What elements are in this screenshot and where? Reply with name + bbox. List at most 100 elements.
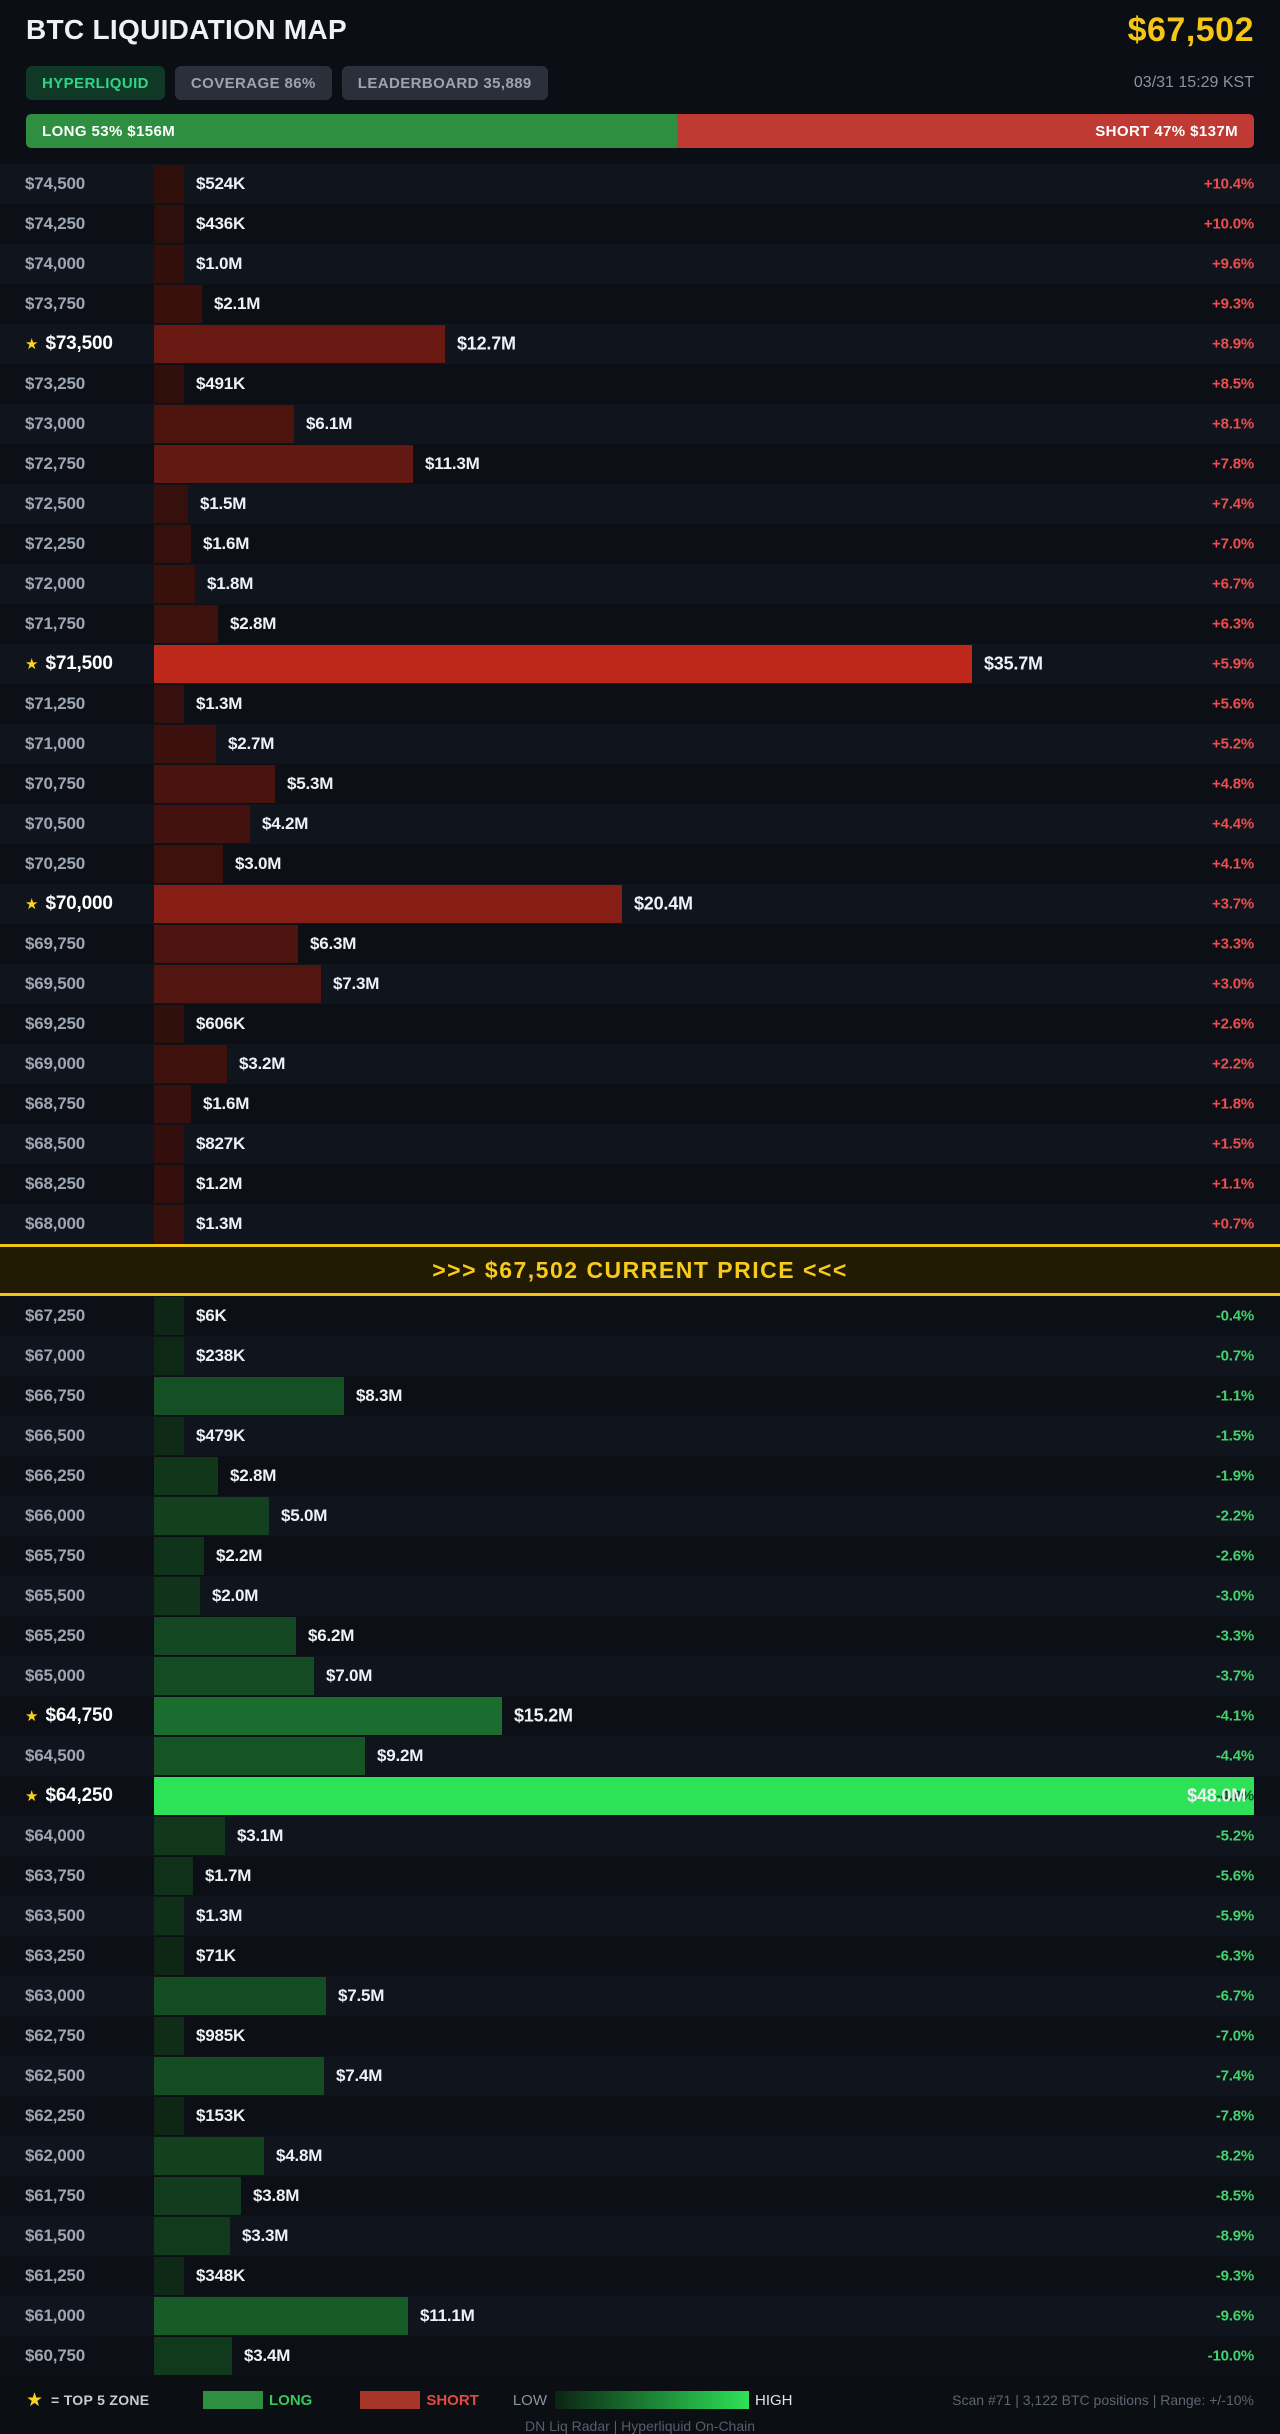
liq-bar [154,325,445,363]
liq-bar [154,1457,218,1495]
liq-amount-label: $5.3M [287,774,334,793]
price-cell: $65,000 [0,1656,154,1696]
price-level-label: $72,750 [25,454,86,473]
price-level-label: $68,000 [25,1214,86,1233]
liq-bar-track: -6.3% $71K [154,1937,1254,1975]
current-price-banner-text: >>> $67,502 CURRENT PRICE <<< [432,1256,848,1283]
liq-row: $65,250 -3.3% $6.2M [0,1616,1280,1656]
price-cell: $66,750 [0,1376,154,1416]
price-level-label: $61,500 [25,2226,86,2245]
liq-bar-track: +4.1% $3.0M [154,845,1254,883]
liq-row: $71,000 +5.2% $2.7M [0,724,1280,764]
liq-bar [154,845,223,883]
liq-amount-label: $48.0M [1187,1785,1246,1806]
liq-bar [154,1657,314,1695]
liq-amount-label: $8.3M [356,1386,403,1405]
price-cell: ★ $64,750 [0,1696,154,1736]
liq-bar-track: -9.3% $348K [154,2257,1254,2295]
price-cell: $61,250 [0,2256,154,2296]
price-level-label: $64,250 [45,1785,113,1806]
liq-bar-track: -8.5% $3.8M [154,2177,1254,2215]
liq-amount-label: $2.8M [230,614,277,633]
liq-row: $74,250 +10.0% $436K [0,204,1280,244]
liq-row: $61,000 -9.6% $11.1M [0,2296,1280,2336]
liq-amount-label: $606K [196,1014,246,1033]
liq-amount-label: $153K [196,2106,246,2125]
distance-pct-label: -2.6% [1215,1547,1254,1565]
liq-bar [154,2337,232,2375]
liq-bar [154,1577,200,1615]
price-cell: $63,000 [0,1976,154,2016]
price-level-label: $62,500 [25,2066,86,2085]
liq-bar-track: -2.6% $2.2M [154,1537,1254,1575]
price-cell: $65,750 [0,1536,154,1576]
distance-pct-label: +5.2% [1212,735,1254,753]
price-level-label: $68,750 [25,1094,86,1113]
price-cell: $73,250 [0,364,154,404]
liq-bar [154,405,294,443]
badge-hyperliquid[interactable]: HYPERLIQUID [26,66,165,100]
liq-amount-label: $1.8M [207,574,254,593]
price-cell: $74,500 [0,164,154,204]
distance-pct-label: -1.9% [1215,1467,1254,1485]
price-level-label: $69,500 [25,974,86,993]
liq-row: $71,750 +6.3% $2.8M [0,604,1280,644]
liq-amount-label: $1.3M [196,1906,243,1925]
liq-amount-label: $1.5M [200,494,247,513]
liq-row: $65,500 -3.0% $2.0M [0,1576,1280,1616]
liq-row: $66,250 -1.9% $2.8M [0,1456,1280,1496]
liq-bar-track: +9.6% $1.0M [154,245,1254,283]
liq-row: $62,000 -8.2% $4.8M [0,2136,1280,2176]
price-cell: ★ $71,500 [0,644,154,684]
liq-bar [154,885,622,923]
liq-bar-track: +6.7% $1.8M [154,565,1254,603]
distance-pct-label: -4.1% [1215,1707,1254,1725]
price-cell: $61,000 [0,2296,154,2336]
price-level-label: $66,500 [25,1426,86,1445]
liq-row: $68,000 +0.7% $1.3M [0,1204,1280,1244]
badge-leaderboard[interactable]: LEADERBOARD 35,889 [341,66,548,100]
page-title: BTC LIQUIDATION MAP [26,14,347,45]
liq-bar-track: -3.7% $7.0M [154,1657,1254,1695]
liq-row: $74,500 +10.4% $524K [0,164,1280,204]
liq-bar [154,1165,184,1203]
price-level-label: $71,000 [25,734,86,753]
liq-bar [154,165,184,203]
liq-bar [154,685,184,723]
intensity-low-label: LOW [512,2391,548,2409]
liq-bar-track: +10.0% $436K [154,205,1254,243]
price-level-label: $66,250 [25,1466,86,1485]
price-level-label: $63,500 [25,1906,86,1925]
liq-bar [154,2177,241,2215]
liq-row: $61,750 -8.5% $3.8M [0,2176,1280,2216]
price-cell: $62,250 [0,2096,154,2136]
price-level-label: $70,250 [25,854,86,873]
badge-coverage[interactable]: COVERAGE 86% [174,66,332,100]
liq-row: ★ $71,500 +5.9% $35.7M [0,644,1280,684]
price-cell: $67,000 [0,1336,154,1376]
price-level-label: $60,750 [25,2346,86,2365]
liq-row: $69,000 +2.2% $3.2M [0,1044,1280,1084]
distance-pct-label: +3.3% [1212,935,1254,953]
price-level-label: $67,000 [25,1346,86,1365]
liq-bar [154,1737,365,1775]
liq-bar-track: +7.4% $1.5M [154,485,1254,523]
liq-bar [154,605,218,643]
liq-bar [154,645,972,683]
liq-amount-label: $436K [196,214,246,233]
liq-bar-track: -1.5% $479K [154,1417,1254,1455]
price-cell: $69,750 [0,924,154,964]
price-level-label: $71,750 [25,614,86,633]
liq-row: ★ $73,500 +8.9% $12.7M [0,324,1280,364]
liq-bar [154,1617,296,1655]
liq-row: $67,250 -0.4% $6K [0,1296,1280,1336]
distance-pct-label: +10.4% [1203,175,1254,193]
price-level-label: $74,000 [25,254,86,273]
liq-amount-label: $7.4M [336,2066,383,2085]
price-level-label: $70,500 [25,814,86,833]
liq-row: $65,750 -2.6% $2.2M [0,1536,1280,1576]
distance-pct-label: +9.6% [1212,255,1254,273]
liq-amount-label: $3.0M [235,854,282,873]
liq-bar-track: -4.8% $48.0M [154,1777,1254,1815]
price-cell: $63,500 [0,1896,154,1936]
